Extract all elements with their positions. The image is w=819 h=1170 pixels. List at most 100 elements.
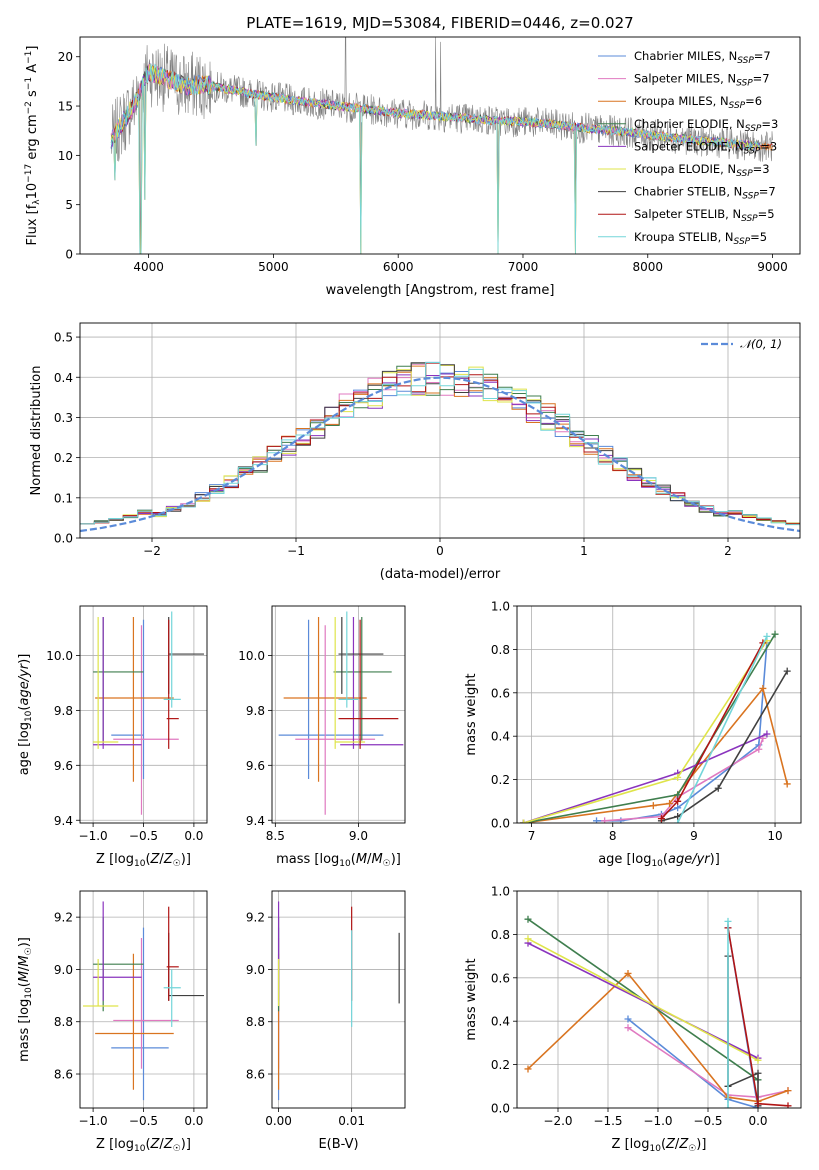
- axes-frame: [79, 605, 208, 824]
- legend-label: Kroupa ELODIE, NSSP=3: [634, 162, 770, 179]
- series-marker-dark: [714, 784, 722, 792]
- series-line-purple: [523, 733, 768, 823]
- legend-label: Kroupa MILES, NSSP=6: [634, 94, 762, 111]
- series-marker-cyan: [763, 632, 771, 640]
- y-tick-label: 9.0: [246, 963, 265, 977]
- series-marker-dark: [754, 1069, 762, 1077]
- y-tick-label: 9.4: [246, 814, 265, 828]
- y-tick-label: 20: [58, 50, 73, 64]
- y-tick-label: 0.4: [54, 371, 73, 385]
- y-tick-label: 0.8: [491, 928, 510, 942]
- series-marker-pink: [624, 1024, 632, 1032]
- legend-label: Salpeter ELODIE, NSSP=3: [634, 139, 777, 156]
- y-tick-label: 0.6: [491, 971, 510, 985]
- series-marker-blue: [617, 817, 625, 823]
- series-marker-green: [524, 915, 532, 923]
- series-marker-red: [674, 797, 682, 805]
- legend-label-gaussian: 𝒩(0, 1): [740, 337, 782, 351]
- series-marker-cyan: [724, 917, 732, 925]
- series-marker-orange: [783, 780, 791, 788]
- series-marker-orange: [649, 802, 657, 810]
- y-tick-label: 0.0: [491, 817, 510, 831]
- y-tick-label: 0.2: [54, 451, 73, 465]
- y-tick-label: 1.0: [491, 600, 510, 614]
- legend: Chabrier MILES, NSSP=7 Salpeter MILES, NS…: [598, 49, 778, 247]
- x-axis-label: Z [log10(Z/Z☉)]: [96, 852, 191, 869]
- y-tick-label: 9.6: [246, 759, 265, 773]
- x-tick-label: −0.5: [129, 829, 158, 843]
- x-tick-label: 9.0: [349, 829, 368, 843]
- axes-frame: [271, 605, 406, 824]
- y-tick-label: 9.4: [54, 814, 73, 828]
- series-marker-cyan: [724, 1104, 732, 1108]
- axes-residuals: −2 −1 0 1 2 0.0 0.1 0.2 0.3 0.4 0.5 (data-model)/er…: [29, 322, 801, 582]
- axes-age-vs-Z: −1.0 −0.5 0.0 9.4 9.6 9.8 10.0 Z [log10(Z/Z☉)] a…: [17, 605, 208, 869]
- series-line-cyan: [676, 636, 768, 823]
- x-tick-label: 7: [528, 829, 536, 843]
- x-tick-label: −0.5: [693, 1114, 722, 1128]
- x-tick-label: 5000: [258, 260, 289, 274]
- x-tick-label: 0.01: [338, 1114, 365, 1128]
- axes-age-vs-mass: 8.5 9.0 9.4 9.6 9.8 10.0 mass [log10(M/M☉)]: [238, 605, 406, 869]
- axes-weight-vs-Z: −2.0 −1.5 −1.0 −0.5 0.0 0.0 0.2 0.4 0.6 0.8 1.0 Z […: [464, 885, 802, 1154]
- x-tick-label: 10: [767, 829, 782, 843]
- plot-area: [80, 361, 800, 533]
- series-marker-orange: [524, 1065, 532, 1073]
- y-axis-label: age [log10(age/yr)]: [17, 654, 34, 776]
- x-axis-label: E(B-V): [318, 1137, 358, 1152]
- legend-label: Salpeter MILES, NSSP=7: [634, 72, 770, 89]
- plot-area: [524, 915, 792, 1108]
- y-tick-label: 0.8: [491, 643, 510, 657]
- gaussian-curve: [80, 376, 800, 533]
- series-marker-purple: [763, 730, 771, 738]
- series-line-dark: [661, 670, 788, 822]
- x-tick-label: 6000: [383, 260, 414, 274]
- y-tick-label: 0.6: [491, 686, 510, 700]
- y-tick-label: 10.0: [238, 649, 265, 663]
- legend-label: Kroupa STELIB, NSSP=5: [634, 230, 767, 247]
- x-axis-label: Z [log10(Z/Z☉)]: [96, 1137, 191, 1154]
- x-axis-label: mass [log10(M/M☉)]: [276, 852, 401, 869]
- y-tick-label: 10: [58, 149, 73, 163]
- series-marker-blue: [674, 804, 682, 812]
- series-marker-orange: [666, 799, 674, 807]
- x-tick-label: 1: [580, 544, 588, 558]
- x-tick-label: −1.0: [643, 1114, 672, 1128]
- series-marker-pink: [755, 745, 763, 753]
- series-marker-red: [657, 815, 665, 823]
- series-marker-orange: [759, 684, 767, 692]
- y-tick-label: 0.2: [491, 1058, 510, 1072]
- legend-label: Chabrier MILES, NSSP=7: [634, 49, 771, 66]
- y-tick-label: 0.0: [54, 532, 73, 546]
- axes-mass-vs-Z: −1.0 −0.5 0.0 8.6 8.8 9.0 9.2 Z [log10(Z/Z☉)] ma…: [17, 890, 208, 1154]
- legend-label: Salpeter STELIB, NSSP=5: [634, 207, 775, 224]
- axes-weight-vs-age: 7 8 9 10 0.0 0.2 0.4 0.6 0.8 1.0 age [log10(age/yr…: [464, 600, 802, 869]
- x-tick-label: 8.5: [266, 829, 285, 843]
- series-marker-yellow: [674, 773, 682, 781]
- x-axis-label: age [log10(age/yr)]: [598, 852, 720, 869]
- y-tick-label: 9.8: [54, 704, 73, 718]
- plot-area: [277, 901, 400, 1101]
- y-tick-label: 0.2: [491, 773, 510, 787]
- series-line-yellow: [527, 937, 759, 1062]
- y-tick-label: 8.6: [246, 1068, 265, 1082]
- y-tick-label: 10.0: [46, 649, 73, 663]
- x-tick-label: 7000: [508, 260, 539, 274]
- axes-frame: [516, 605, 802, 824]
- y-axis-label: Flux [fλ10−17 erg cm−2 s−1 A−1]: [24, 46, 42, 246]
- plot-area: [110, 37, 773, 254]
- series-line-green: [523, 633, 776, 823]
- x-tick-label: 9000: [757, 260, 788, 274]
- y-tick-label: 8.8: [246, 1015, 265, 1029]
- series-marker-green: [674, 791, 682, 799]
- series-marker-yellow: [524, 935, 532, 943]
- x-tick-label: 8000: [632, 260, 663, 274]
- y-tick-label: 1.0: [491, 885, 510, 899]
- y-tick-label: 9.2: [54, 911, 73, 925]
- y-tick-label: 0.1: [54, 491, 73, 505]
- y-tick-label: 8.6: [54, 1068, 73, 1082]
- x-tick-label: 4000: [133, 260, 164, 274]
- y-tick-label: 9.6: [54, 759, 73, 773]
- series-marker-yellow: [519, 819, 527, 823]
- y-tick-label: 0.0: [491, 1102, 510, 1116]
